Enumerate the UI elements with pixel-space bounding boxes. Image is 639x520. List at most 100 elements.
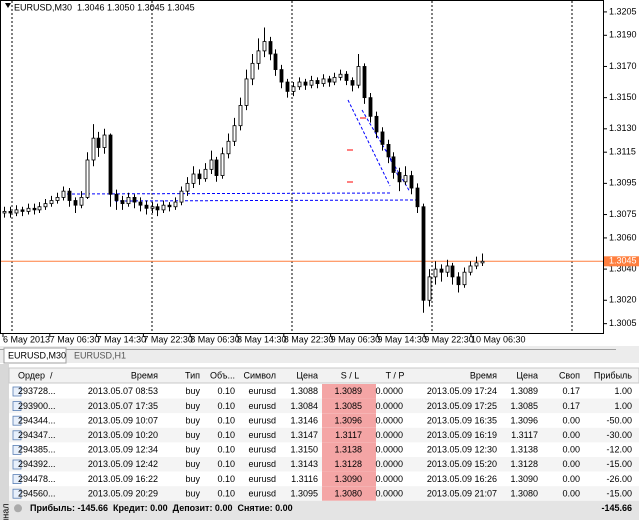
column-header[interactable]: Цена xyxy=(296,370,318,380)
tab-line xyxy=(0,349,616,350)
chart-icon xyxy=(5,3,11,8)
y-tick-label: 1.3190 xyxy=(609,30,637,40)
candle-body xyxy=(43,203,48,208)
cell: buy xyxy=(185,488,200,498)
candle-body xyxy=(144,204,149,209)
cell: 0.0000 xyxy=(375,488,403,498)
cell: 1.3085 xyxy=(510,401,538,411)
column-header[interactable]: S / L xyxy=(341,370,360,380)
candle-body xyxy=(285,81,290,92)
cell: 0.00 xyxy=(562,445,580,455)
cell: buy xyxy=(185,459,200,469)
sl-cell xyxy=(322,427,376,443)
cell: -15.00 xyxy=(606,488,632,498)
candle-body xyxy=(421,206,426,301)
cell: eurusd xyxy=(248,445,276,455)
tab-label[interactable]: EURUSD,M30 xyxy=(8,350,66,360)
candle-body xyxy=(433,268,438,278)
candle-body xyxy=(439,268,444,273)
cell: 293900... xyxy=(18,401,56,411)
summary-total: -145.66 xyxy=(601,503,632,513)
sl-marks xyxy=(347,117,366,183)
candle-body xyxy=(73,200,78,206)
candle-body xyxy=(244,78,249,106)
sl-cell xyxy=(322,442,376,457)
candle-body xyxy=(462,271,467,286)
cell: 0.10 xyxy=(217,488,235,498)
day-separators xyxy=(11,1,573,333)
cell: 0.17 xyxy=(562,386,580,396)
cell: -12.00 xyxy=(606,445,632,455)
cell: 0.0000 xyxy=(375,415,403,425)
cell: 0.00 xyxy=(562,474,580,484)
x-tick-label: 8 May 14:30 xyxy=(237,334,287,344)
column-header[interactable]: Символ xyxy=(244,370,276,380)
candle-body xyxy=(279,69,284,83)
column-header[interactable]: Прибыль xyxy=(594,370,632,380)
column-header[interactable]: Своп xyxy=(559,370,580,380)
cell: 294344... xyxy=(18,415,56,425)
table-header xyxy=(8,367,639,384)
cell: 1.3117 xyxy=(511,430,538,440)
sl-cell xyxy=(322,384,376,399)
column-header[interactable]: Объ... xyxy=(210,370,235,380)
column-header[interactable]: Ордер xyxy=(18,370,45,380)
candle-body xyxy=(214,159,219,176)
cell: 2013.05.09 10:07 xyxy=(88,415,158,425)
order-icon xyxy=(12,459,22,470)
column-header[interactable]: Цена xyxy=(516,370,538,380)
cell: 294560... xyxy=(18,488,56,498)
cell: 1.3090 xyxy=(334,474,362,484)
candle-body xyxy=(238,105,243,127)
y-tick-label: 1.3115 xyxy=(609,147,636,157)
tab-active[interactable] xyxy=(3,347,67,364)
column-header[interactable]: Время xyxy=(470,370,497,380)
cell: 1.3090 xyxy=(510,474,538,484)
cell: 2013.05.09 15:20 xyxy=(427,459,497,469)
cell: -30.00 xyxy=(606,430,632,440)
candle-body xyxy=(368,97,373,117)
candle-body xyxy=(321,78,326,85)
cell: 2013.05.09 12:30 xyxy=(427,445,497,455)
candle-body xyxy=(32,207,37,211)
candle-body xyxy=(474,262,479,267)
candle-body xyxy=(450,265,455,278)
cell: 294385... xyxy=(18,445,56,455)
candle-body xyxy=(220,153,225,176)
summary: Прибыль: -145.66 Кредит: 0.00 Депозит: 0… xyxy=(30,503,293,513)
cell: 2013.05.09 17:24 xyxy=(427,386,497,396)
cell: eurusd xyxy=(248,459,276,469)
cell: 0.10 xyxy=(217,401,235,411)
cell: 1.3138 xyxy=(334,445,362,455)
cell: 2013.05.09 17:25 xyxy=(427,401,497,411)
cell: 1.3089 xyxy=(510,386,538,396)
candle-body xyxy=(262,41,267,52)
column-header[interactable]: Время xyxy=(131,370,158,380)
candle-body xyxy=(120,200,125,205)
y-tick-label: 1.3020 xyxy=(609,295,637,305)
cell: 2013.05.09 16:19 xyxy=(427,430,497,440)
cell: 0.00 xyxy=(562,488,580,498)
cell: -26.00 xyxy=(606,474,632,484)
cell: 0.10 xyxy=(217,430,235,440)
x-tick-label: 7 May 22:30 xyxy=(143,334,193,344)
summary-icon xyxy=(14,504,22,513)
x-tick-label: 9 May 06:30 xyxy=(331,334,381,344)
cell: 1.3116 xyxy=(291,474,318,484)
candle-body xyxy=(456,276,461,286)
candle-body xyxy=(173,201,178,208)
cell: -15.00 xyxy=(606,459,632,469)
cell: 1.3080 xyxy=(510,488,538,498)
candle-body xyxy=(167,204,172,208)
column-header[interactable]: T / P xyxy=(386,370,405,380)
cell: 1.3117 xyxy=(335,430,362,440)
candle-body xyxy=(350,80,355,86)
sort-mark[interactable]: / xyxy=(50,370,53,380)
tab-label[interactable]: EURUSD,H1 xyxy=(74,350,126,360)
candle-body xyxy=(2,211,7,214)
cell: buy xyxy=(185,401,200,411)
column-header[interactable]: Тип xyxy=(185,370,200,380)
candle-body xyxy=(179,190,184,203)
candle-body xyxy=(150,206,155,209)
